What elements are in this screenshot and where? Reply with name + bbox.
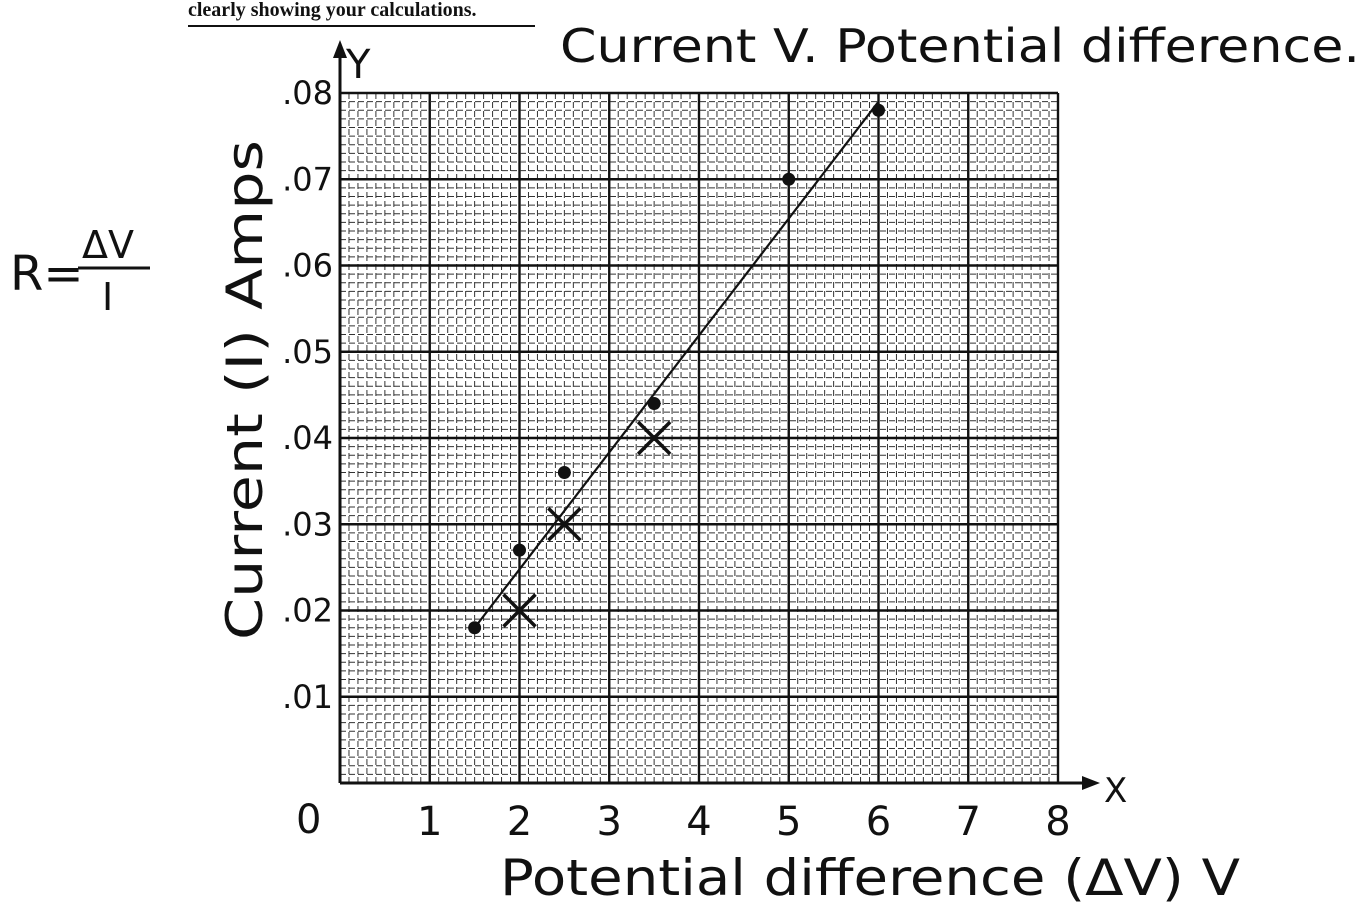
x-axis-arrow-icon: [1082, 776, 1100, 790]
y-tick-label: .07: [282, 160, 333, 198]
x-tick-label: 1: [417, 799, 442, 845]
best-fit-line: [473, 100, 880, 629]
chart-grid: [338, 91, 1060, 785]
y-axis-label: Current (I) Amps: [216, 140, 274, 640]
chart-title: Current V. Potential difference.: [560, 19, 1360, 73]
data-point-dot: [468, 621, 482, 635]
x-tick-labels: 1 2 3 4 5 6 7 8: [417, 799, 1071, 845]
formula-numerator: ΔV: [82, 223, 134, 267]
cross-stroke: [636, 420, 672, 456]
data-point-dot: [782, 172, 796, 186]
x-tick-label: 2: [507, 799, 532, 845]
cross-stroke: [502, 593, 537, 628]
x-tick-label: 6: [866, 799, 891, 845]
formula-denominator: I: [102, 275, 113, 319]
instruction-text: clearly showing your calculations.: [188, 0, 477, 21]
y-tick-label: .02: [282, 592, 333, 630]
y-tick-label: .06: [282, 247, 333, 285]
cross-stroke: [547, 507, 582, 542]
chart-axes: Y X 0: [296, 40, 1127, 843]
y-tick-label: .05: [282, 333, 333, 371]
data-point-dot: [647, 397, 661, 410]
y-tick-label: .01: [282, 678, 333, 716]
y-tick-labels: .01 .02 .03 .04 .05 .06 .07 .08: [282, 74, 333, 716]
x-tick-label: 7: [956, 799, 981, 845]
y-tick-label: .04: [282, 419, 333, 457]
data-point-cross: [502, 593, 537, 628]
y-axis-letter: Y: [345, 42, 371, 88]
data-point-dot: [872, 103, 885, 117]
resistance-formula: R= ΔV I: [10, 223, 150, 319]
best-fit-line-group: [473, 100, 880, 629]
formula-lhs: R=: [10, 246, 84, 302]
data-point-cross: [636, 420, 672, 456]
data-point-dot: [557, 466, 571, 479]
x-tick-label: 5: [776, 799, 801, 845]
x-tick-label: 8: [1045, 799, 1070, 845]
data-point-cross: [547, 507, 582, 542]
y-axis-arrow-icon: [333, 40, 347, 58]
y-tick-label: .03: [282, 505, 333, 543]
x-tick-label: 4: [686, 799, 711, 845]
x-axis-letter: X: [1104, 771, 1127, 811]
data-markers: [468, 103, 885, 635]
data-point-dot: [513, 543, 526, 557]
origin-label: 0: [296, 797, 321, 843]
x-tick-label: 3: [597, 799, 622, 845]
x-axis-label: Potential difference (ΔV) V: [500, 849, 1240, 907]
y-tick-label: .08: [282, 74, 333, 112]
